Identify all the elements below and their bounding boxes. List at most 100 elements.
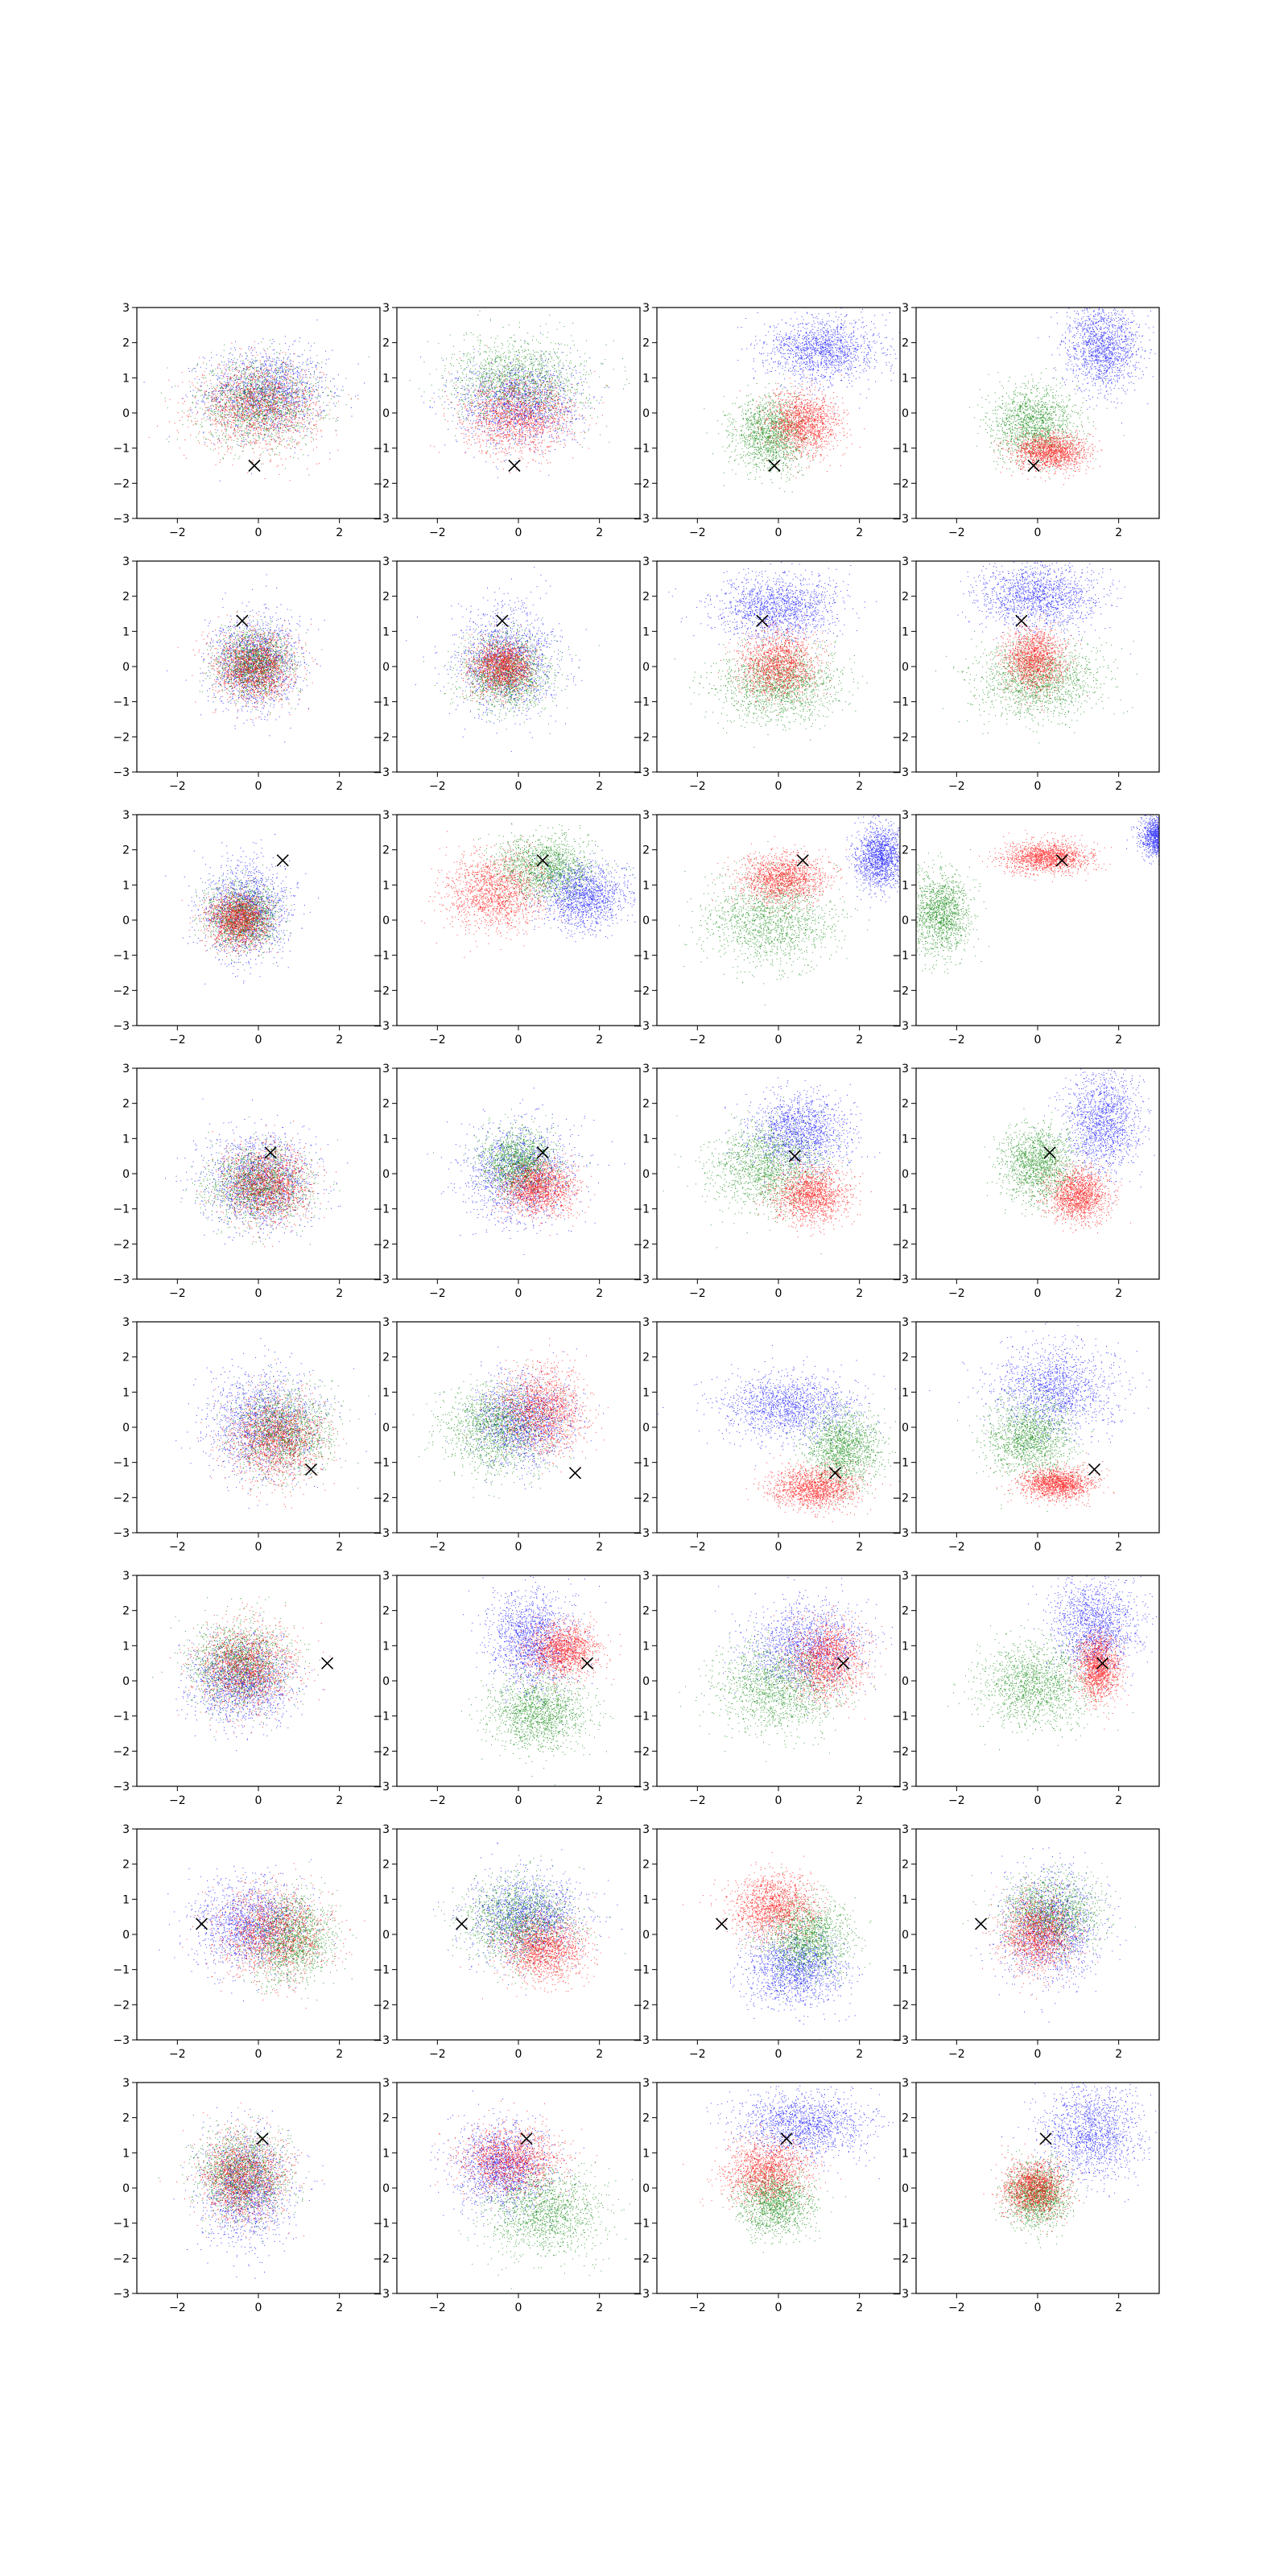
series-green xyxy=(423,607,600,734)
series-blue xyxy=(658,1344,900,1467)
y-tick-label: 1 xyxy=(902,372,909,385)
series-red xyxy=(196,1121,336,1248)
scatter-panel-r8c4: −2 0 2 3 2 1 0 −1 −2 −3 xyxy=(892,2077,1160,2314)
scatter-panel-r1c1: −2 0 2 3 2 1 0 −1 −2 −3 xyxy=(113,302,381,539)
x-tick-label: 0 xyxy=(255,2048,262,2061)
x-tick-label: 2 xyxy=(856,1794,863,1807)
y-tick-label: 0 xyxy=(382,1422,390,1435)
point-cloud-blue xyxy=(430,2091,588,2235)
y-tick-label: −3 xyxy=(633,1527,650,1540)
y-tick-label: 1 xyxy=(902,625,909,638)
y-tick-label: 0 xyxy=(122,1929,130,1942)
scatter-points xyxy=(421,815,640,958)
scatter-panel-r6c2: −2 0 2 3 2 1 0 −1 −2 −3 xyxy=(373,1570,641,1807)
y-tick-label: 3 xyxy=(382,555,390,568)
axes-frame xyxy=(396,1828,641,2041)
x-tick-label: −2 xyxy=(689,2301,706,2314)
y-tick-label: −3 xyxy=(892,1020,909,1033)
axes-frame xyxy=(656,307,901,519)
point-cloud-red xyxy=(975,609,1088,713)
x-tick-label: −2 xyxy=(689,780,706,793)
y-tick-label: 2 xyxy=(642,1605,650,1618)
y-tick-label: 0 xyxy=(122,2182,130,2195)
y-tick-label: 1 xyxy=(902,879,909,892)
x-tick-label: 0 xyxy=(255,2301,262,2314)
point-cloud-green xyxy=(199,609,323,713)
y-tick-label: −1 xyxy=(633,696,650,709)
x-tick-label: −2 xyxy=(169,2048,186,2061)
point-cloud-green xyxy=(160,340,369,476)
y-tick-label: −2 xyxy=(892,2252,909,2265)
x-tick-label: −2 xyxy=(689,2048,706,2061)
scatter-points xyxy=(704,308,900,493)
series-red xyxy=(982,1877,1101,2000)
series-red xyxy=(510,1609,621,1695)
scatter-panel-r7c2: −2 0 2 3 2 1 0 −1 −2 −3 xyxy=(373,1823,641,2061)
y-tick-label: 1 xyxy=(642,1640,650,1653)
y-tick-label: −2 xyxy=(633,1745,650,1758)
y-tick-label: 0 xyxy=(122,1168,130,1181)
y-tick-label: −1 xyxy=(633,1457,650,1470)
x-tick-label: 2 xyxy=(1115,780,1122,793)
x-marker xyxy=(1015,614,1028,627)
axes-frame xyxy=(656,1575,901,1787)
y-tick-label: 2 xyxy=(902,2112,909,2125)
x-marker xyxy=(248,459,261,473)
x-tick-label: 0 xyxy=(255,780,262,793)
y-tick-label: −3 xyxy=(892,1274,909,1286)
x-marker xyxy=(1055,854,1068,867)
series-red xyxy=(181,876,288,957)
y-tick-label: 2 xyxy=(902,591,909,604)
x-tick-label: 2 xyxy=(1115,526,1122,539)
y-tick-label: −2 xyxy=(113,477,130,490)
y-tick-label: −2 xyxy=(113,1999,130,2012)
x-tick-label: 0 xyxy=(255,1287,262,1300)
y-tick-label: −1 xyxy=(113,950,130,963)
axes-frame xyxy=(915,1067,1160,1280)
x-marker xyxy=(1088,1463,1101,1476)
y-tick-label: 3 xyxy=(902,1823,909,1836)
x-tick-label: 2 xyxy=(856,2301,863,2314)
y-tick-label: −2 xyxy=(113,1745,130,1758)
scatter-points xyxy=(152,1596,331,1752)
y-tick-label: 3 xyxy=(902,809,909,822)
scatter-points xyxy=(984,1068,1159,1233)
x-tick-label: 2 xyxy=(1115,1794,1122,1807)
y-tick-label: −3 xyxy=(633,513,650,526)
y-tick-label: 1 xyxy=(902,1893,909,1906)
series-red xyxy=(768,1605,887,1719)
point-cloud-green xyxy=(464,815,634,929)
y-tick-label: 2 xyxy=(122,1859,130,1872)
y-tick-label: 1 xyxy=(382,1893,390,1906)
scatter-panel-r5c1: −2 0 2 3 2 1 0 −1 −2 −3 xyxy=(113,1316,381,1554)
y-tick-label: 0 xyxy=(122,914,130,927)
y-tick-label: −2 xyxy=(373,1492,390,1505)
y-tick-label: 1 xyxy=(122,1893,130,1906)
x-tick-label: 0 xyxy=(1034,1541,1042,1554)
y-tick-label: 0 xyxy=(902,1675,909,1688)
y-tick-label: 0 xyxy=(382,914,390,927)
x-tick-label: −2 xyxy=(948,1541,965,1554)
y-tick-label: 3 xyxy=(902,555,909,568)
y-tick-label: −2 xyxy=(373,1745,390,1758)
x-marker xyxy=(1043,1146,1056,1159)
y-tick-label: 2 xyxy=(382,591,390,604)
y-tick-label: 0 xyxy=(382,1929,390,1942)
point-cloud-red xyxy=(982,1877,1101,2000)
y-tick-label: −1 xyxy=(113,1711,130,1724)
x-marker xyxy=(974,1918,988,1930)
y-tick-label: 0 xyxy=(382,407,390,420)
y-tick-label: 1 xyxy=(382,625,390,638)
series-red xyxy=(712,836,847,918)
x-tick-label: −2 xyxy=(689,526,706,539)
scatter-panel-r4c3: −2 0 2 3 2 1 0 −1 −2 −3 xyxy=(633,1063,901,1300)
point-cloud-blue xyxy=(167,574,325,743)
y-tick-label: 1 xyxy=(642,879,650,892)
x-tick-label: 0 xyxy=(1034,2301,1042,2314)
point-cloud-red xyxy=(712,836,847,918)
point-cloud-green xyxy=(984,1103,1108,1220)
series-blue xyxy=(976,1847,1127,2023)
y-tick-label: −2 xyxy=(892,985,909,997)
x-tick-label: −2 xyxy=(169,526,186,539)
y-tick-label: 1 xyxy=(122,2147,130,2160)
